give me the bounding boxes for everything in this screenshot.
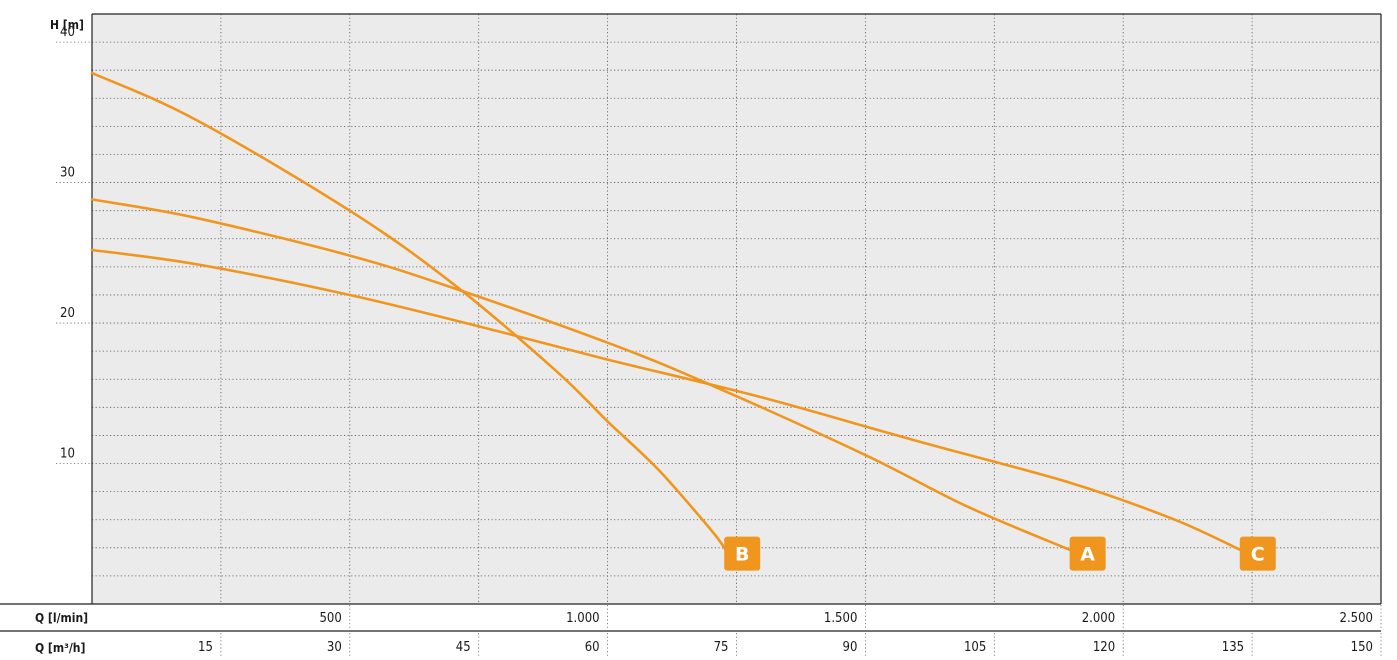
curve-B: [90, 71, 728, 552]
badge-C: [1239, 536, 1276, 571]
y-tick-label: 30: [60, 166, 75, 181]
badge-label-B: B: [735, 544, 749, 566]
x2-tick-label: 135: [1222, 640, 1244, 655]
badge-label-C: C: [1251, 544, 1265, 566]
x2-tick-label: 15: [198, 640, 213, 655]
x2-tick-label: 150: [1351, 640, 1373, 655]
x-tick-label: 1.500: [824, 611, 857, 626]
x-tick-label: 1.000: [566, 611, 599, 626]
x-axis-title: Q [l/min]: [35, 611, 88, 625]
x-tick-label: 2.000: [1082, 611, 1115, 626]
x-tick-label: 500: [319, 611, 341, 626]
x2-tick-label: 120: [1093, 640, 1115, 655]
x2-tick-label: 105: [964, 640, 986, 655]
y-tick-label: 40: [60, 25, 75, 40]
badge-A: [1069, 536, 1106, 571]
y-tick-label: 10: [60, 447, 75, 462]
x2-tick-label: 75: [714, 640, 729, 655]
x2-tick-label: 45: [456, 640, 471, 655]
y-tick-label: 20: [60, 306, 75, 321]
y-axis-title: H [m]: [50, 18, 84, 32]
x-tick-label: 2.500: [1340, 611, 1373, 626]
x2-tick-label: 60: [585, 640, 600, 655]
x2-tick-label: 90: [843, 640, 858, 655]
x2-tick-label: 30: [327, 640, 342, 655]
curve-C: [90, 248, 1244, 552]
badge-label-A: A: [1080, 544, 1095, 566]
curve-A: [90, 198, 1073, 552]
x2-axis-title: Q [m³/h]: [35, 641, 85, 655]
badge-B: [724, 536, 761, 571]
